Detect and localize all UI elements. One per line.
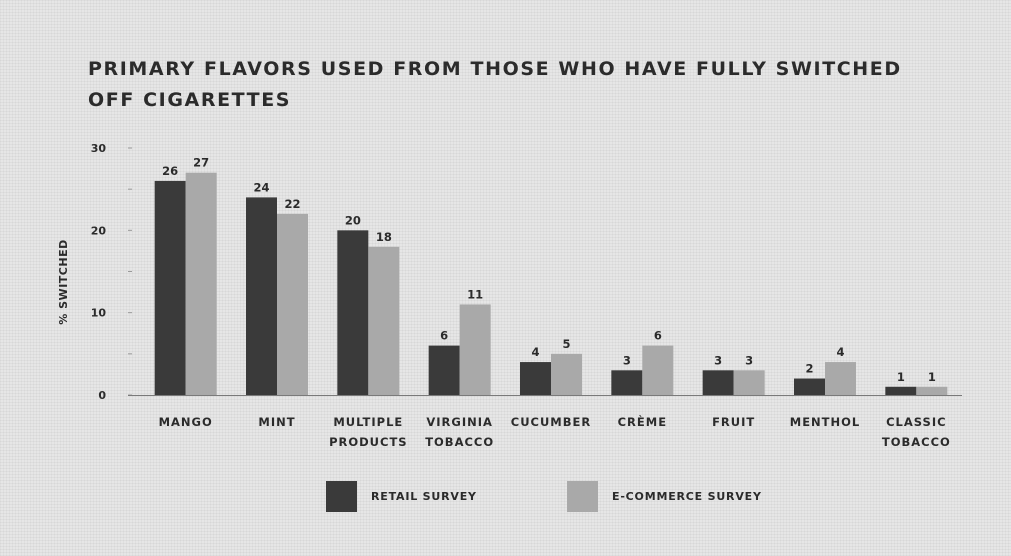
chart-title: PRIMARY FLAVORS USED FROM THOSE WHO HAVE… — [88, 58, 902, 111]
data-label: 11 — [467, 287, 483, 301]
data-label: 5 — [562, 337, 570, 351]
bar-ecommerce — [916, 386, 948, 395]
bar-ecommerce — [185, 172, 217, 395]
bar-retail — [246, 197, 277, 395]
category-label: MANGO — [159, 415, 213, 429]
category-label: MINT — [258, 415, 295, 429]
bar-retail — [702, 370, 734, 395]
category-label: VIRGINIA — [426, 415, 493, 429]
data-label: 3 — [745, 353, 753, 367]
category-label: CUCUMBER — [511, 415, 591, 429]
bar-retail — [794, 378, 825, 395]
y-axis: 0 10 20 30 — [91, 142, 132, 402]
y-axis-label-group: % SWITCHED — [57, 239, 70, 324]
category-label: TOBACCO — [882, 435, 951, 449]
bar-retail — [337, 230, 369, 395]
bar-ecommerce — [642, 345, 674, 395]
legend: RETAIL SURVEY E-COMMERCE SURVEY — [326, 481, 762, 512]
chart-title-line-1: PRIMARY FLAVORS USED FROM THOSE WHO HAVE… — [88, 58, 902, 80]
bar-retail — [611, 370, 643, 395]
data-label: 24 — [253, 180, 269, 194]
category-label: MULTIPLE — [333, 415, 403, 429]
bar-ecommerce — [551, 353, 582, 395]
bar-retail — [428, 345, 460, 395]
y-tick-label: 0 — [98, 389, 106, 402]
y-tick-label: 10 — [91, 307, 107, 320]
data-label: 4 — [836, 345, 844, 359]
y-tick-label: 30 — [91, 142, 107, 155]
legend-swatch-retail — [326, 481, 357, 512]
data-label: 1 — [897, 370, 905, 384]
category-label: PRODUCTS — [329, 435, 408, 449]
category-label: CLASSIC — [886, 415, 946, 429]
data-label: 27 — [193, 156, 209, 170]
y-tick-label: 20 — [91, 224, 107, 237]
legend-label-retail: RETAIL SURVEY — [371, 490, 477, 503]
data-label: 1 — [928, 370, 936, 384]
bar-ecommerce — [277, 213, 308, 395]
bar-retail — [154, 180, 186, 395]
bar-ecommerce — [733, 370, 765, 395]
bar-retail — [520, 362, 551, 395]
category-label: CRÈME — [618, 414, 667, 429]
bar-ecommerce — [825, 362, 856, 395]
bar-ecommerce — [459, 304, 491, 395]
x-axis: MANGO MINT MULTIPLE PRODUCTS VIRGINIA TOBACCO… — [128, 395, 962, 449]
category-label: FRUIT — [712, 415, 755, 429]
data-label: 26 — [162, 164, 178, 178]
data-label: 2 — [805, 362, 813, 376]
data-label: 6 — [440, 329, 448, 343]
category-label: MENTHOL — [790, 415, 861, 429]
data-label: 4 — [531, 345, 539, 359]
legend-label-ecommerce: E-COMMERCE SURVEY — [612, 490, 762, 503]
data-label: 20 — [345, 213, 361, 227]
data-label: 6 — [654, 329, 662, 343]
bar-ecommerce — [368, 246, 400, 395]
category-label: TOBACCO — [425, 435, 494, 449]
data-label: 22 — [284, 197, 300, 211]
y-axis-label: % SWITCHED — [57, 239, 70, 324]
legend-swatch-ecommerce — [567, 481, 598, 512]
data-label: 3 — [714, 353, 722, 367]
data-label: 18 — [376, 230, 392, 244]
bar-retail — [885, 386, 917, 395]
data-label: 3 — [623, 353, 631, 367]
chart-title-line-2: OFF CIGARETTES — [88, 89, 291, 111]
